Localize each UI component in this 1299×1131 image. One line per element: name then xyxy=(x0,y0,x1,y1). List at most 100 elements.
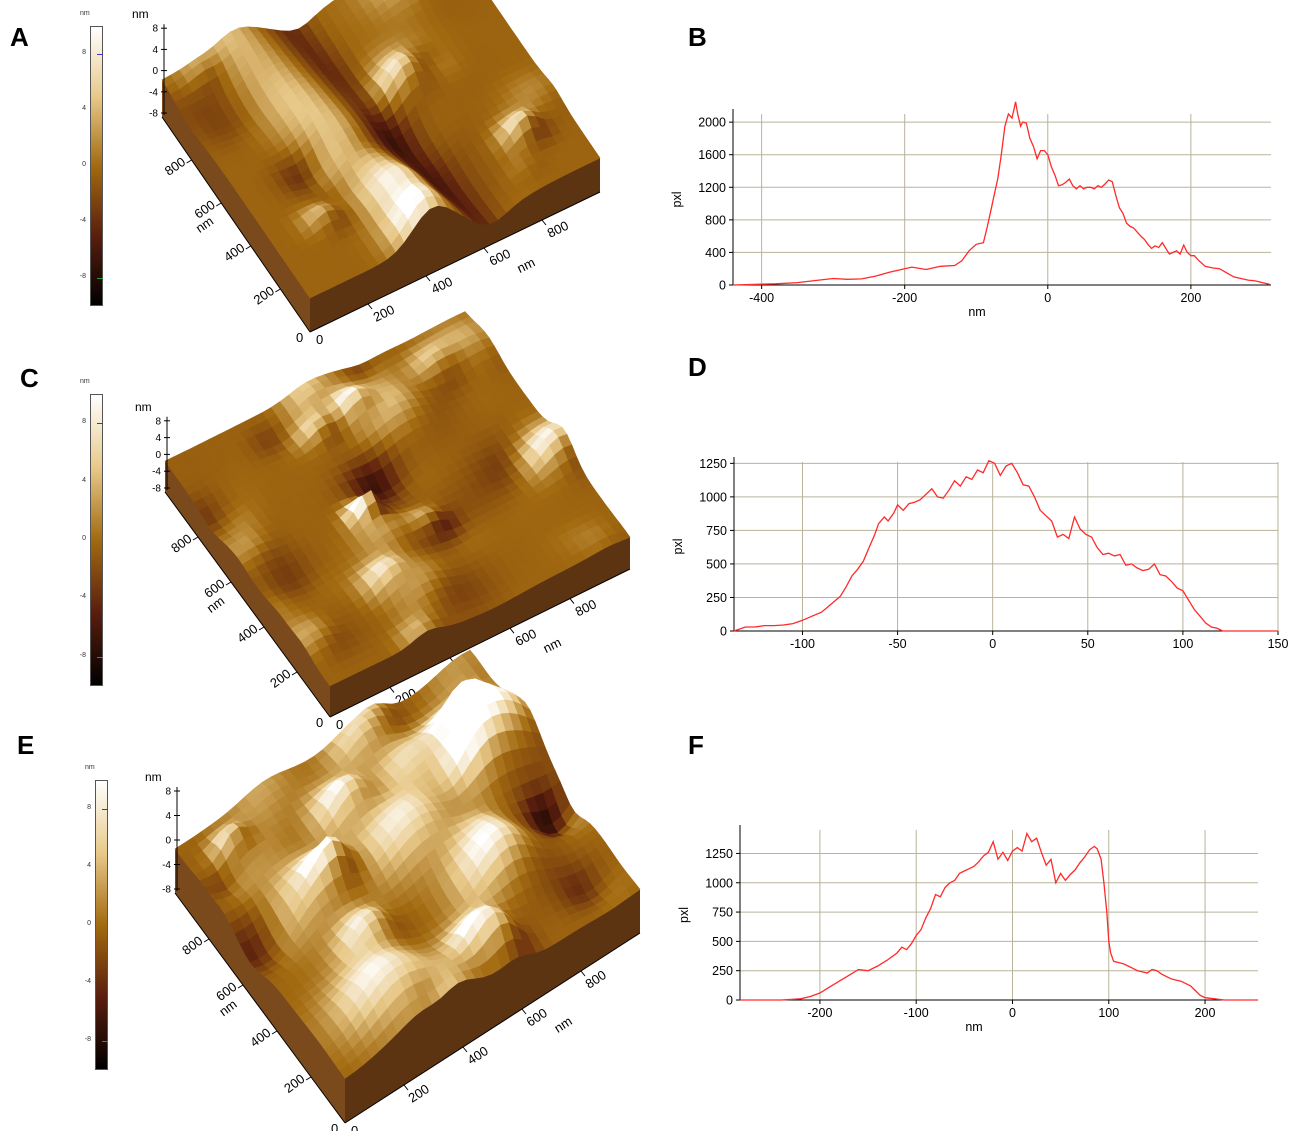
z-tick-label: -8 xyxy=(162,885,171,896)
x-tick-label: 200 xyxy=(1195,1006,1216,1020)
z-tick-label: 8 xyxy=(152,24,158,35)
grid xyxy=(740,830,1258,1001)
x-tick-label: 800 xyxy=(582,967,608,991)
line-chart-d: 0 250 500 750 1000 1250 -100 -50 0 50 100 150 pxl xyxy=(671,457,1288,651)
z-axis-label: nm xyxy=(135,400,152,414)
y-axis-label: pxl xyxy=(670,192,684,208)
colorbar-unit-label: nm xyxy=(85,764,95,771)
panel-letter-c: C xyxy=(20,363,39,393)
z-tick-label: -4 xyxy=(149,87,158,98)
x-tick-label: 100 xyxy=(1098,1006,1119,1020)
x-tick-label: 200 xyxy=(1180,291,1201,305)
y-tick-label: 1000 xyxy=(699,490,727,504)
z-tick-label: -8 xyxy=(152,484,161,495)
y-tick-label: 400 xyxy=(234,621,260,646)
x-axis-label: nm xyxy=(965,1020,982,1034)
profile-series-line xyxy=(732,101,1270,286)
z-axis: nm8 4 0 -4 -8 xyxy=(135,400,170,495)
z-axis-label: nm xyxy=(132,7,149,21)
profile-series-line xyxy=(740,831,1258,1001)
colorbar-unit-label: nm xyxy=(80,378,90,385)
grid xyxy=(734,462,1279,632)
z-axis: nm8 4 0 -4 -8 xyxy=(132,7,167,120)
colorbar-gradient xyxy=(90,394,103,686)
z-tick-label: 4 xyxy=(152,45,158,56)
profile-series-line xyxy=(733,459,1278,632)
panel-letter-d: D xyxy=(688,352,707,382)
x-tick-label: 600 xyxy=(523,1005,549,1029)
axes: 0 400 800 1200 1600 2000 -400 -200 0 200 xyxy=(698,109,1271,305)
colorbar-max-marker xyxy=(97,423,103,425)
x-tick-label: 100 xyxy=(1172,637,1193,651)
y-tick-label: 400 xyxy=(221,240,247,265)
origin-y-label: 0 xyxy=(316,715,323,730)
grid xyxy=(733,114,1271,286)
y-tick-label: 800 xyxy=(162,154,188,179)
colorbar-min-marker xyxy=(97,656,103,658)
colorbar-tick-label: 8 xyxy=(82,418,86,426)
axes: 0 250 500 750 1000 1250 -200 -100 0 100 200 xyxy=(705,825,1258,1020)
x-tick-label: -200 xyxy=(807,1006,832,1020)
x-tick-label: 400 xyxy=(464,1043,490,1067)
colorbar-tick-label: -8 xyxy=(79,651,86,659)
y-tick-label: 400 xyxy=(247,1025,273,1050)
x-axis-label: nm xyxy=(541,634,564,655)
colorbar-tick-label: 8 xyxy=(87,804,91,811)
y-tick-label: 0 xyxy=(726,994,733,1008)
z-tick-label: 0 xyxy=(155,450,161,461)
y-tick-label: 250 xyxy=(712,964,733,978)
x-tick-label: -100 xyxy=(904,1006,929,1020)
z-tick-label: -4 xyxy=(162,860,171,871)
y-tick-label: 1600 xyxy=(698,148,726,162)
colorbar-tick-label: -8 xyxy=(79,273,86,280)
y-tick-label: 1250 xyxy=(705,847,733,861)
origin-y-label: 0 xyxy=(296,330,303,345)
z-tick-label: 4 xyxy=(155,433,161,444)
colorbar-tick-label: -4 xyxy=(79,593,86,601)
colorbar-tick-label: 4 xyxy=(82,476,86,484)
z-tick-label: -4 xyxy=(152,467,161,478)
colorbar-e: nm 8 4 0 -4 -8 xyxy=(75,764,115,1074)
panel-letter-b: B xyxy=(688,22,707,52)
x-tick-label: 600 xyxy=(513,626,539,649)
line-chart-b: 0 400 800 1200 1600 2000 -400 -200 0 200 nm pxl xyxy=(670,101,1271,319)
colorbar-gradient xyxy=(95,780,108,1070)
colorbar-unit-label: nm xyxy=(80,10,90,17)
colorbar-tick-label: -8 xyxy=(84,1036,91,1043)
line-chart-f: 0 250 500 750 1000 1250 -200 -100 0 100 200 nm pxl xyxy=(677,825,1258,1034)
z-tick-label: 8 xyxy=(165,787,171,798)
y-tick-label: 800 xyxy=(168,531,194,556)
x-tick-label: 800 xyxy=(545,218,571,241)
z-tick-label: 0 xyxy=(152,66,158,77)
x-tick-label: -400 xyxy=(749,291,774,305)
x-axis-label: nm xyxy=(968,305,985,319)
x-tick-label: 0 xyxy=(1044,291,1051,305)
panel-letter-a: A xyxy=(10,22,29,52)
x-tick-label: -50 xyxy=(889,637,907,651)
y-tick-label: 800 xyxy=(705,213,726,227)
z-axis-label: nm xyxy=(145,770,162,784)
x-tick-label: 400 xyxy=(429,274,455,297)
y-tick-label: 200 xyxy=(251,283,277,308)
z-tick-label: 8 xyxy=(155,416,161,427)
x-tick-label: -100 xyxy=(790,637,815,651)
colorbar-tick-label: 4 xyxy=(82,105,86,112)
y-tick-label: 500 xyxy=(706,557,727,571)
panel-letter-e: E xyxy=(17,730,35,760)
colorbar-tick-label: 0 xyxy=(82,161,86,168)
x-tick-label: 0 xyxy=(1009,1006,1016,1020)
y-tick-label: 2000 xyxy=(698,116,726,130)
z-tick-label: 4 xyxy=(165,811,171,822)
z-tick-label: -8 xyxy=(149,109,158,120)
y-tick-label: 0 xyxy=(719,279,726,293)
y-tick-label: 400 xyxy=(705,246,726,260)
y-tick-label: 750 xyxy=(706,524,727,538)
colorbar-c: nm 8 4 0 -4 -8 xyxy=(70,378,110,690)
axes: 0 250 500 750 1000 1250 -100 -50 0 50 100 150 xyxy=(699,457,1288,651)
x-tick-label: 150 xyxy=(1268,637,1289,651)
x-tick-label: 50 xyxy=(1081,637,1095,651)
colorbar-a: nm 8 4 0 -4 -8 xyxy=(70,10,110,310)
z-tick-label: 0 xyxy=(165,836,171,847)
x-tick-label: 800 xyxy=(573,596,599,619)
y-tick-label: 1250 xyxy=(699,457,727,471)
